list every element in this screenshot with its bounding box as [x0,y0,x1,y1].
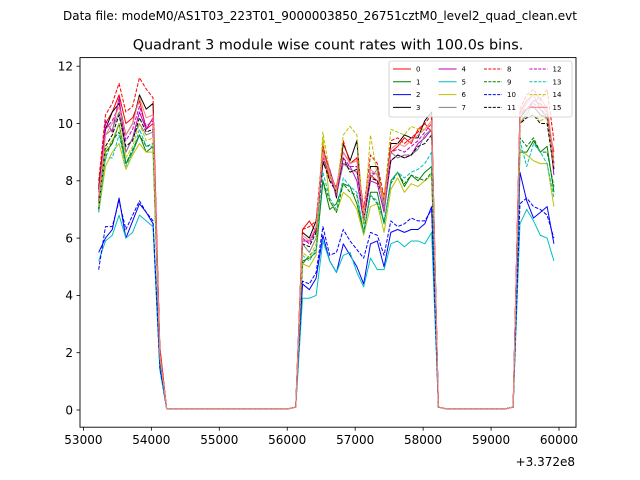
legend-label-14: 14 [553,91,562,99]
series-line-9 [98,131,555,410]
series-line-14 [98,111,555,410]
series-line-2 [98,171,555,410]
legend-label-13: 13 [553,78,562,86]
legend-label-8: 8 [507,66,511,74]
y-axis: 0 2 4 6 8 10 12 [58,59,80,417]
x-tick-label: 60000 [540,433,578,447]
series-line-4 [98,97,555,410]
y-tick-label: 6 [65,231,73,245]
y-tick-label: 12 [58,59,73,73]
series-layer [98,77,555,410]
legend-label-0: 0 [416,66,420,74]
legend-label-11: 11 [507,104,516,112]
x-tick-label: 59000 [472,433,510,447]
x-tick-label: 54000 [132,433,170,447]
x-offset-label: +3.372e8 [516,455,575,469]
series-line-6 [98,137,555,410]
y-tick-label: 8 [65,174,73,188]
series-line-12 [98,102,555,410]
y-tick-label: 4 [65,289,73,303]
legend-label-10: 10 [507,91,516,99]
legend-label-2: 2 [416,91,420,99]
plot-frame [79,57,577,428]
data-file-suptitle: Data file: modeM0/AS1T03_223T01_90000038… [63,9,577,23]
legend-label-5: 5 [462,78,466,86]
legend-label-4: 4 [462,66,467,74]
x-tick-label: 58000 [404,433,442,447]
series-line-15 [98,94,555,410]
y-tick-label: 10 [58,117,73,131]
y-tick-label: 0 [65,403,73,417]
y-tick-label: 2 [65,346,73,360]
x-tick-label: 53000 [64,433,102,447]
x-tick-label: 57000 [336,433,374,447]
legend-box [388,60,573,118]
legend-label-15: 15 [553,104,562,112]
legend-label-7: 7 [462,104,466,112]
legend-label-9: 9 [507,78,511,86]
series-line-10 [98,197,555,410]
legend-label-12: 12 [553,66,562,74]
x-tick-label: 55000 [200,433,238,447]
legend-label-1: 1 [416,78,420,86]
legend-label-6: 6 [462,91,467,99]
legend-label-3: 3 [416,104,420,112]
chart-title: Quadrant 3 module wise count rates with … [133,38,524,54]
x-axis: 53000 54000 55000 56000 57000 58000 59000 60000 [64,427,578,447]
x-tick-label: 56000 [268,433,306,447]
series-line-7 [98,97,555,410]
